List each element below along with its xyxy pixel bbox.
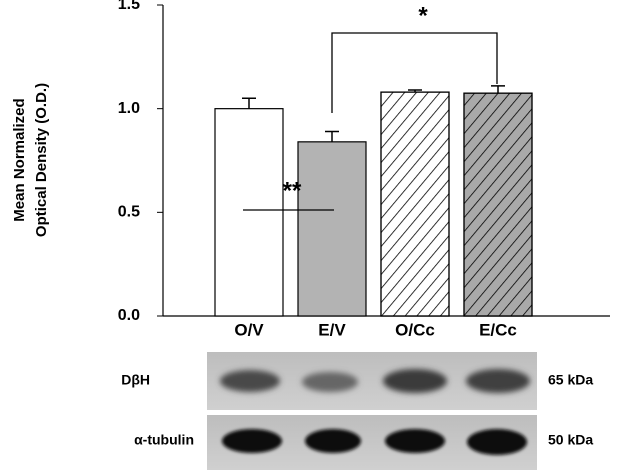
error-bar [325, 130, 339, 142]
bar-hatch [380, 91, 450, 317]
x-tick-label: O/V [234, 320, 264, 339]
bar [297, 141, 367, 317]
x-tick-label: E/Cc [479, 320, 517, 339]
error-bar [408, 89, 422, 93]
blot-size: 50 kDa [548, 432, 593, 448]
y-tick-label: 0.0 [118, 307, 140, 324]
significance-bracket [331, 32, 498, 113]
annotation: ** [283, 177, 302, 204]
blot-bands [222, 429, 527, 455]
y-tick-label: 0.5 [118, 204, 140, 221]
y-tick-label: 1.0 [118, 100, 140, 117]
y-axis-label: Mean Normalized [11, 98, 28, 221]
bar [214, 108, 284, 317]
blot-label: DβH [121, 372, 150, 388]
x-tick-label: O/Cc [395, 320, 435, 339]
blot-size: 65 kDa [548, 372, 593, 388]
annotation: * [418, 2, 428, 29]
error-bar [242, 97, 256, 109]
blot-bands [220, 369, 530, 393]
y-tick-label: 1.5 [118, 0, 140, 13]
blot-label: α-tubulin [134, 432, 194, 448]
error-bar [491, 85, 505, 94]
bar-hatch [463, 92, 533, 317]
y-axis-label: Optical Density (O.D.) [33, 83, 50, 237]
x-tick-label: E/V [318, 320, 346, 339]
